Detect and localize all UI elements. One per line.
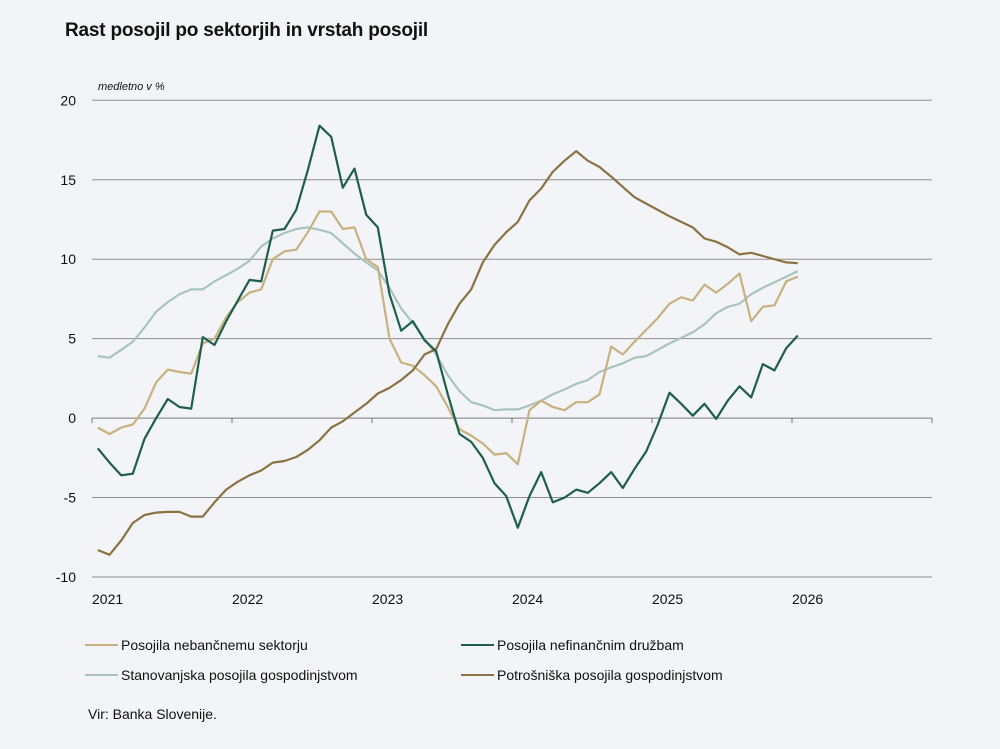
legend-swatch — [461, 644, 494, 646]
x-tick-label: 2023 — [372, 591, 403, 607]
legend-label: Potrošniška posojila gospodinjstvom — [497, 667, 723, 683]
legend-label: Posojila nebančnemu sektorju — [121, 637, 308, 653]
legend-item-potrosniska: Potrošniška posojila gospodinjstvom — [461, 667, 723, 683]
source-note: Vir: Banka Slovenije. — [88, 706, 217, 722]
y-tick-label: 20 — [60, 92, 76, 108]
y-tick-label: 15 — [60, 172, 76, 188]
y-tick-label: -5 — [64, 490, 77, 506]
x-tick-label: 2022 — [232, 591, 263, 607]
legend-label: Stanovanjska posojila gospodinjstvom — [121, 667, 358, 683]
series-line-3 — [97, 226, 799, 412]
y-tick-label: 10 — [60, 251, 76, 267]
legend-item-nebancni-sektor: Posojila nebančnemu sektorju — [85, 637, 308, 653]
legend-label: Posojila nefinančnim družbam — [497, 637, 684, 653]
legend-item-stanovanjska: Stanovanjska posojila gospodinjstvom — [85, 667, 358, 683]
y-tick-label: 5 — [68, 331, 76, 347]
x-tick-label: 2021 — [92, 591, 123, 607]
legend-swatch — [461, 674, 494, 676]
x-tick-label: 2026 — [792, 591, 823, 607]
x-tick-label: 2024 — [512, 591, 543, 607]
series-line-4 — [97, 150, 798, 556]
chart-title: Rast posojil po sektorjih in vrstah poso… — [65, 20, 429, 41]
series-line-2 — [96, 124, 799, 529]
series-line-1 — [97, 210, 799, 466]
legend-swatch — [85, 674, 118, 676]
y-tick-label: 0 — [68, 410, 76, 426]
y-axis-unit-label: medletno v % — [98, 81, 165, 93]
x-tick-label: 2025 — [652, 591, 683, 607]
legend-swatch — [85, 644, 118, 646]
legend-item-nefinancne-druzbe: Posojila nefinančnim družbam — [461, 637, 684, 653]
y-tick-label: -10 — [56, 569, 76, 585]
